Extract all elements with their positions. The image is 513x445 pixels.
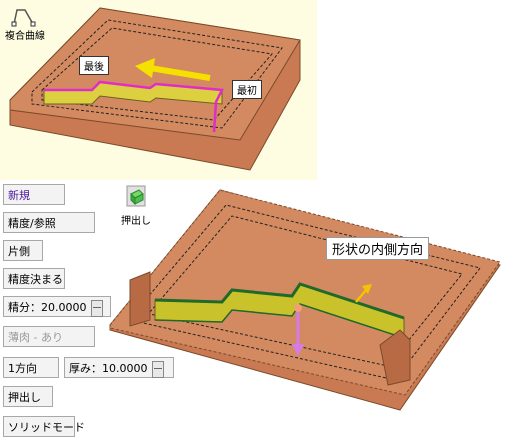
extrude-tool[interactable]: 押出し xyxy=(116,184,156,228)
composite-curve-path xyxy=(44,80,224,133)
curve-tool-icon xyxy=(11,9,36,27)
top-model-view xyxy=(9,7,301,171)
accuracy-field[interactable]: 精分：20.0000 xyxy=(3,296,111,317)
main-profile-curve xyxy=(154,282,405,320)
thickness-label: 厚み： xyxy=(69,362,102,375)
composite-curve-label: 複合曲線 xyxy=(5,31,45,42)
one-side-button[interactable]: 片側 xyxy=(3,240,43,261)
accuracy-label: 精分： xyxy=(8,301,41,314)
top-tutorial-panel: 複合曲線 最後 最初 xyxy=(0,0,317,180)
decide-button[interactable]: 精度決まる xyxy=(3,268,65,289)
callout-start: 最初 xyxy=(232,80,262,99)
callout-end: 最後 xyxy=(79,56,109,75)
thin-wall-button[interactable]: 薄肉 - あり xyxy=(3,326,95,347)
thickness-field[interactable]: 厚み：10.0000 xyxy=(64,357,174,378)
accuracy-value: 20.0000 xyxy=(41,301,87,314)
inner-direction-callout: 形状の内側方向 xyxy=(326,237,430,260)
new-button[interactable]: 新規 xyxy=(3,184,65,205)
direction-button[interactable]: 1方向 xyxy=(3,357,59,378)
composite-curve-tool[interactable]: 複合曲線 xyxy=(2,2,48,42)
solid-mode-button[interactable]: ソリッドモード xyxy=(3,416,85,437)
reference-button[interactable]: 精度/参照 xyxy=(3,212,95,233)
thickness-value: 10.0000 xyxy=(102,362,148,375)
extrude-tool-label: 押出し xyxy=(121,216,151,227)
accuracy-spinner[interactable] xyxy=(90,299,103,317)
extrude-button[interactable]: 押出し xyxy=(3,386,53,407)
extrude-icon xyxy=(126,185,146,207)
thickness-spinner[interactable] xyxy=(151,360,164,378)
